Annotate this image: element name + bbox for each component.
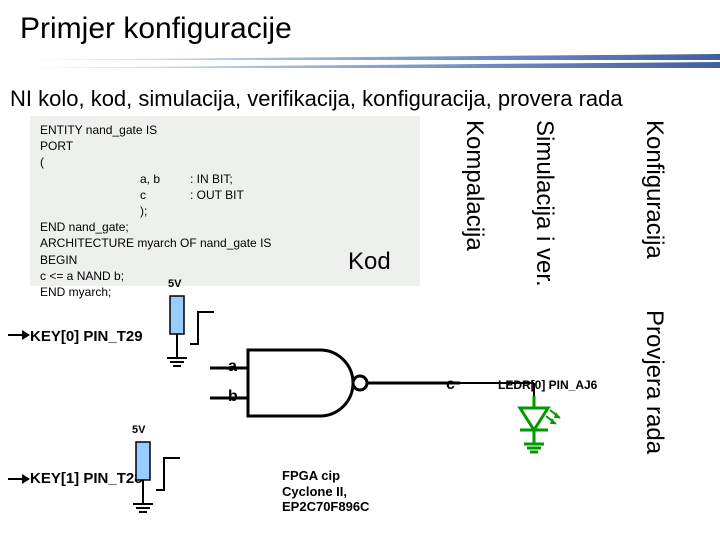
vlabel-kompalacija: Kompalacija	[460, 120, 488, 251]
vlabel-provjera: Provjera rada	[640, 310, 668, 454]
code-line: ENTITY nand_gate IS	[40, 122, 410, 138]
code-line: a, b: IN BIT;	[40, 171, 410, 187]
switch-1-diagram	[126, 434, 186, 524]
kod-label: Kod	[348, 248, 391, 276]
code-line: END myarch;	[40, 284, 410, 300]
vlabel-konfiguracija: Konfiguracija	[640, 120, 668, 259]
input-arrow-icon	[8, 330, 32, 340]
code-line: );	[40, 203, 410, 219]
wire-nand-to-led	[460, 380, 540, 400]
code-line: (	[40, 154, 410, 170]
key0-label: KEY[0] PIN_T29	[30, 328, 143, 345]
vlabel-simulacija: Simulacija i ver.	[530, 120, 558, 287]
nand-gate-diagram	[210, 342, 470, 422]
code-line: END nand_gate;	[40, 219, 410, 235]
led-diagram	[506, 396, 576, 466]
input-arrow-icon	[8, 474, 32, 484]
subtitle: NI kolo, kod, simulacija, verifikacija, …	[10, 86, 623, 112]
fpga-chip-label: FPGA cip Cyclone II, EP2C70F896C	[282, 468, 369, 515]
code-line: c: OUT BIT	[40, 187, 410, 203]
code-line: PORT	[40, 138, 410, 154]
page-title: Primjer konfiguracije	[20, 12, 292, 46]
title-underline-decor	[0, 54, 720, 68]
